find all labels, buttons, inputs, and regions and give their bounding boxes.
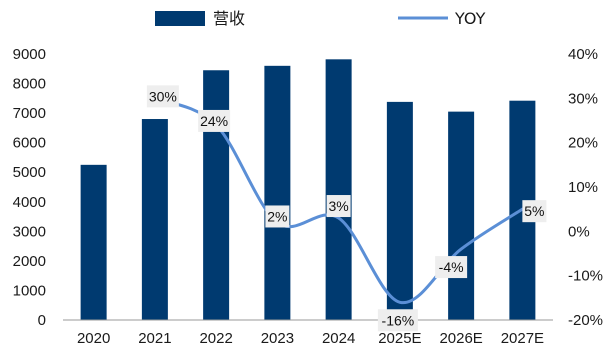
revenue-bar bbox=[203, 70, 230, 320]
right-tick-label: 10% bbox=[568, 179, 598, 196]
right-axis: -20% -10% 0% 10% 20% 30% 40% bbox=[568, 46, 603, 329]
yoy-data-label: 5% bbox=[524, 203, 544, 219]
yoy-label-box bbox=[377, 309, 418, 332]
legend: 营收 YOY bbox=[155, 9, 486, 28]
revenue-bar bbox=[448, 111, 475, 320]
yoy-data-labels: 30% 24% 2% 3% -16% -4% 5% bbox=[146, 85, 547, 332]
left-tick-label: 8000 bbox=[13, 76, 46, 93]
right-tick-label: -10% bbox=[568, 268, 603, 285]
yoy-data-label: 3% bbox=[329, 198, 349, 214]
legend-swatch-revenue bbox=[155, 11, 205, 26]
revenue-bar bbox=[80, 164, 107, 320]
revenue-bar bbox=[264, 65, 291, 320]
left-tick-label: 3000 bbox=[13, 223, 46, 240]
left-tick-label: 5000 bbox=[13, 164, 46, 181]
right-tick-label: 0% bbox=[568, 223, 590, 240]
yoy-label-box bbox=[435, 256, 468, 279]
left-axis: 0 1000 2000 3000 4000 5000 6000 7000 8000 9000 bbox=[13, 46, 46, 329]
x-tick-label: 2023 bbox=[261, 330, 294, 347]
left-tick-label: 6000 bbox=[13, 135, 46, 152]
legend-label-revenue: 营收 bbox=[213, 9, 245, 28]
right-tick-label: 20% bbox=[568, 135, 598, 152]
revenue-bar bbox=[141, 119, 168, 321]
right-tick-label: 40% bbox=[568, 46, 598, 63]
right-tick-label: 30% bbox=[568, 90, 598, 107]
yoy-data-label: 24% bbox=[200, 113, 228, 129]
yoy-label-box bbox=[326, 195, 351, 218]
x-tick-label: 2021 bbox=[138, 330, 171, 347]
x-tick-label: 2026E bbox=[439, 330, 482, 347]
x-tick-label: 2024 bbox=[322, 330, 355, 347]
left-tick-label: 9000 bbox=[13, 46, 46, 63]
legend-label-yoy: YOY bbox=[454, 9, 486, 28]
revenue-bar bbox=[386, 101, 413, 320]
left-tick-label: 1000 bbox=[13, 282, 46, 299]
yoy-data-label: 2% bbox=[267, 208, 287, 224]
x-tick-label: 2020 bbox=[77, 330, 110, 347]
x-tick-label: 2025E bbox=[378, 330, 421, 347]
yoy-label-box bbox=[146, 85, 179, 108]
x-axis: 2020 2021 2022 2023 2024 2025E 2026E 2027E bbox=[77, 330, 544, 347]
x-tick-label: 2022 bbox=[199, 330, 232, 347]
left-tick-label: 7000 bbox=[13, 105, 46, 122]
x-tick-label: 2027E bbox=[501, 330, 544, 347]
revenue-bar bbox=[325, 59, 352, 320]
yoy-label-box bbox=[522, 200, 547, 223]
yoy-label-box bbox=[265, 205, 290, 228]
yoy-data-label: -4% bbox=[439, 259, 464, 275]
yoy-data-label: 30% bbox=[149, 88, 177, 104]
yoy-data-label: -16% bbox=[382, 312, 415, 328]
right-tick-label: -20% bbox=[568, 312, 603, 329]
yoy-label-box bbox=[198, 109, 231, 132]
left-tick-label: 2000 bbox=[13, 253, 46, 270]
left-tick-label: 0 bbox=[38, 312, 46, 329]
left-tick-label: 4000 bbox=[13, 194, 46, 211]
